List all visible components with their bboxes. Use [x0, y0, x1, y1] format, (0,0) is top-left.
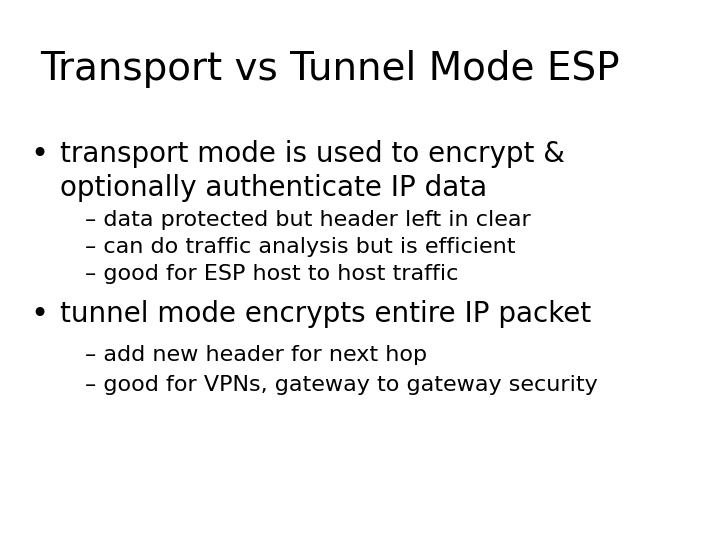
Text: – can do traffic analysis but is efficient: – can do traffic analysis but is efficie…: [85, 237, 516, 257]
Text: •: •: [30, 140, 48, 169]
Text: – good for ESP host to host traffic: – good for ESP host to host traffic: [85, 264, 459, 284]
Text: – data protected but header left in clear: – data protected but header left in clea…: [85, 210, 531, 230]
Text: tunnel mode encrypts entire IP packet: tunnel mode encrypts entire IP packet: [60, 300, 591, 328]
Text: Transport vs Tunnel Mode ESP: Transport vs Tunnel Mode ESP: [40, 50, 620, 88]
Text: – add new header for next hop: – add new header for next hop: [85, 345, 427, 365]
Text: – good for VPNs, gateway to gateway security: – good for VPNs, gateway to gateway secu…: [85, 375, 598, 395]
Text: •: •: [30, 300, 48, 329]
Text: transport mode is used to encrypt &
optionally authenticate IP data: transport mode is used to encrypt & opti…: [60, 140, 565, 201]
